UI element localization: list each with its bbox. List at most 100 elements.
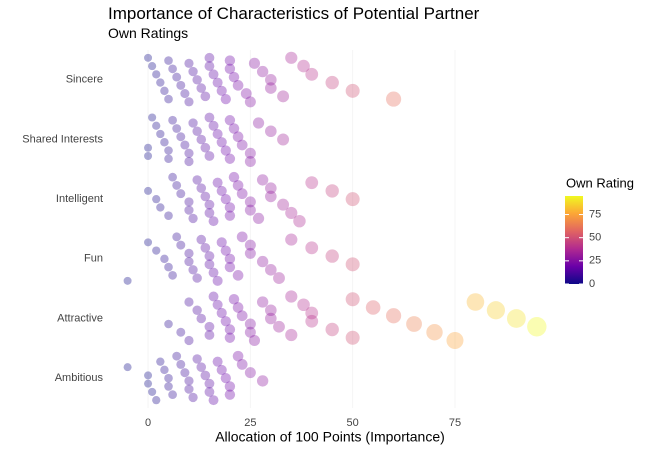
point: [244, 318, 256, 330]
point: [184, 197, 194, 207]
point: [256, 174, 269, 186]
point: [168, 390, 177, 400]
point: [184, 156, 194, 167]
point: [200, 242, 211, 253]
point: [164, 382, 173, 391]
point: [277, 198, 290, 211]
point: [244, 367, 256, 379]
point: [240, 88, 252, 100]
point: [285, 206, 298, 220]
point: [248, 57, 261, 69]
point: [228, 293, 240, 305]
point: [152, 70, 161, 79]
point: [224, 202, 236, 213]
point: [252, 117, 265, 129]
point: [164, 262, 173, 272]
point: [293, 214, 306, 228]
point: [220, 316, 231, 327]
point: [224, 389, 236, 400]
point: [256, 65, 269, 78]
point: [156, 78, 165, 87]
point: [144, 238, 153, 247]
point: [204, 259, 215, 270]
point: [164, 319, 173, 329]
point: [236, 139, 248, 151]
point: [277, 133, 290, 146]
point: [196, 134, 207, 145]
legend-tick-label: 75: [589, 208, 601, 220]
point: [256, 375, 269, 387]
point: [160, 365, 169, 375]
point: [244, 239, 256, 251]
point: [144, 371, 153, 380]
point: [164, 94, 173, 104]
point: [184, 335, 194, 346]
point: [486, 301, 505, 320]
point: [244, 326, 256, 338]
point: [192, 273, 202, 283]
legend-tick-label: 50: [589, 232, 601, 244]
point: [184, 205, 194, 215]
point: [252, 212, 265, 225]
point: [184, 97, 194, 107]
point: [325, 322, 339, 337]
point: [200, 191, 211, 202]
point: [188, 213, 198, 224]
point: [172, 232, 182, 242]
point: [220, 145, 231, 156]
point: [180, 368, 190, 378]
point: [385, 91, 402, 107]
point: [204, 151, 215, 161]
point: [236, 310, 248, 322]
point: [200, 370, 211, 381]
point: [285, 328, 298, 342]
point: [204, 387, 215, 397]
point: [224, 55, 236, 66]
point: [244, 96, 256, 108]
color-bar: [565, 196, 583, 284]
point: [204, 199, 215, 210]
point: [236, 359, 248, 370]
point: [172, 180, 182, 190]
point: [168, 115, 177, 125]
legend-tick-label: 25: [589, 255, 601, 267]
point: [277, 90, 290, 103]
chart-subtitle: Own Ratings: [108, 25, 188, 41]
point: [345, 83, 360, 98]
point: [160, 86, 169, 96]
point: [426, 324, 443, 341]
point: [188, 118, 198, 128]
point: [232, 80, 244, 91]
point: [244, 196, 256, 208]
point: [188, 265, 198, 275]
point: [305, 176, 319, 190]
point: [305, 241, 319, 255]
point: [176, 359, 186, 369]
point: [224, 253, 236, 265]
point: [208, 69, 219, 80]
point: [184, 256, 194, 267]
point: [224, 324, 236, 335]
point: [212, 299, 223, 310]
point: [144, 53, 153, 62]
point: [265, 304, 277, 317]
point: [232, 131, 244, 143]
point: [305, 306, 319, 320]
point: [192, 126, 202, 136]
point: [208, 120, 219, 131]
point: [265, 125, 277, 138]
point: [248, 334, 261, 347]
point: [160, 254, 169, 264]
y-tick-label: Ambitious: [55, 372, 104, 384]
point: [216, 307, 227, 319]
point: [172, 124, 182, 133]
chart-title: Importance of Characteristics of Potenti…: [108, 4, 480, 23]
point: [265, 190, 277, 203]
point: [285, 51, 298, 64]
point: [273, 320, 285, 333]
point: [212, 177, 223, 188]
point: [285, 233, 298, 246]
point: [192, 75, 202, 85]
point: [325, 184, 339, 198]
point: [144, 143, 153, 152]
